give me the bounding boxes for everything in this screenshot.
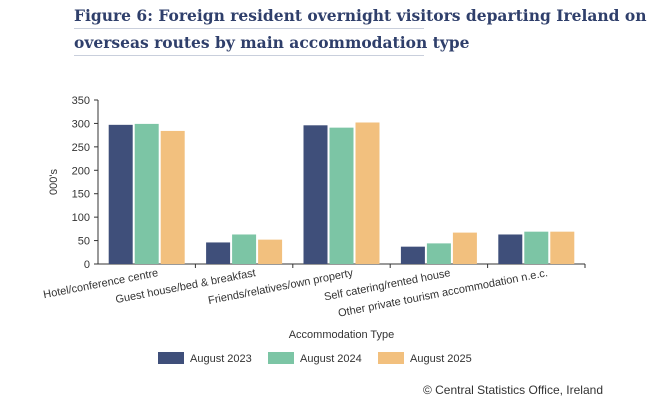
bar-2-1 bbox=[134, 123, 159, 264]
legend-label: August 2024 bbox=[300, 353, 362, 365]
bar-3-5 bbox=[550, 231, 575, 264]
legend-label: August 2025 bbox=[410, 353, 472, 365]
y-tick-label: 150 bbox=[72, 189, 90, 201]
bar-2-4 bbox=[426, 243, 451, 264]
bar-1-3 bbox=[303, 125, 328, 264]
y-tick-label: 50 bbox=[78, 236, 90, 248]
bar-2-2 bbox=[232, 234, 257, 264]
bar-3-1 bbox=[160, 130, 185, 264]
y-tick-label: 0 bbox=[84, 259, 90, 271]
y-tick-label: 100 bbox=[72, 212, 90, 224]
bar-2-3 bbox=[329, 127, 354, 264]
source-credit: © Central Statistics Office, Ireland bbox=[422, 383, 603, 397]
legend-swatch bbox=[268, 352, 294, 364]
y-tick-label: 250 bbox=[72, 142, 90, 154]
y-tick-label: 350 bbox=[72, 95, 90, 107]
y-axis-title: 000's bbox=[48, 169, 60, 195]
y-tick-label: 200 bbox=[72, 165, 90, 177]
bar-1-2 bbox=[206, 242, 231, 264]
bar-2-5 bbox=[524, 231, 549, 264]
bar-1-4 bbox=[400, 246, 425, 264]
x-axis-title: Accommodation Type bbox=[289, 329, 395, 341]
title-line-2: overseas routes by main accommodation ty… bbox=[74, 31, 469, 56]
y-tick-label: 300 bbox=[72, 118, 90, 130]
bar-1-1 bbox=[108, 124, 133, 264]
legend-label: August 2023 bbox=[190, 353, 252, 365]
legend-swatch bbox=[378, 352, 404, 364]
legend-swatch bbox=[158, 352, 184, 364]
bar-3-3 bbox=[355, 122, 380, 265]
bar-1-5 bbox=[498, 234, 523, 264]
bar-3-2 bbox=[258, 239, 283, 264]
bar-3-4 bbox=[452, 232, 477, 264]
